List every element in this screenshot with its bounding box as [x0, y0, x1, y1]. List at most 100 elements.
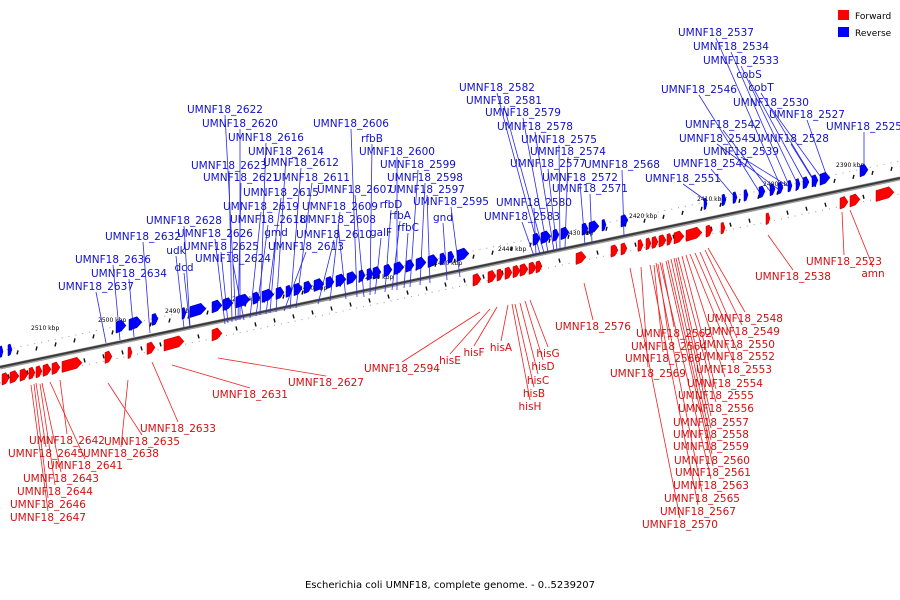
leader-line-umnf18-2631 [171, 364, 251, 389]
minor-mark [121, 350, 124, 355]
reverse-gene-arrow [787, 179, 793, 193]
gene-label-umnf18-2597: UMNF18_2597 [389, 184, 465, 196]
reverse-gene-arrow [415, 256, 427, 271]
tick-2490-kbp: 2490 kbp [165, 308, 193, 315]
minor-mark [16, 350, 19, 355]
leader-line-umnf18-2530 [770, 107, 821, 177]
leader-line-umnf18-2560 [667, 259, 713, 455]
gene-label-umnf18-2644: UMNF18_2644 [17, 486, 93, 498]
gene-label-cobs: cobS [736, 69, 762, 81]
reverse-gene-arrow [358, 269, 366, 283]
tick-2400-kbp: 2400 kbp [763, 181, 791, 188]
gene-label-rfbb: rfbB [361, 133, 383, 145]
reverse-gene-arrow [235, 293, 251, 309]
forward-gene-arrow [519, 263, 529, 277]
minor-mark [92, 334, 95, 339]
reverse-gene-arrow [115, 319, 127, 334]
gene-label-hisg: hisG [536, 348, 559, 360]
leader-line-umnf18-2533 [740, 65, 797, 182]
leader-line-umnf18-2622 [224, 114, 237, 322]
tick-2430-kbp: 2430 kbp [565, 230, 593, 237]
leader-line-umnf18-2538 [767, 234, 794, 271]
gene-label-umnf18-2623: UMNF18_2623 [191, 160, 267, 172]
leader-line-umnf18-2553 [689, 253, 735, 364]
leader-line-umnf18-2551 [682, 183, 705, 200]
forward-gene-arrow [839, 196, 849, 210]
leader-line-umnf18-2554 [685, 254, 726, 378]
gene-label-umnf18-2548: UMNF18_2548 [707, 313, 783, 325]
reverse-gene-arrow [372, 266, 382, 280]
forward-gene-arrow [35, 365, 43, 379]
reverse-gene-arrow [383, 263, 393, 278]
forward-gene-arrow [620, 242, 628, 256]
leader-line-umnf18-2580 [533, 207, 537, 256]
leader-line-umnf18-2608 [337, 224, 347, 300]
genome-caption: Escherichia coli UMNF18, complete genome… [305, 580, 595, 591]
gene-label-umnf18-2583: UMNF18_2583 [484, 211, 560, 223]
leader-line-hish [511, 303, 531, 401]
leader-line-hisd [524, 300, 544, 361]
leader-line-umnf18-2579 [522, 117, 549, 253]
minor-mark [482, 274, 485, 279]
reverse-gene-arrow [393, 261, 405, 276]
gene-label-umnf18-2637: UMNF18_2637 [58, 281, 134, 293]
leader-line-umnf18-2558 [673, 257, 712, 429]
reverse-gene-arrow [703, 197, 708, 211]
forward-gene-arrow [535, 260, 543, 274]
gene-label-umnf18-2575: UMNF18_2575 [521, 134, 597, 146]
leader-line-umnf18-2595 [450, 206, 461, 278]
gene-label-umnf18-2545: UMNF18_2545 [679, 133, 755, 145]
leader-line-umnf18-2527 [806, 119, 827, 175]
forward-gene-arrow [487, 270, 497, 284]
leader-line-umnf18-2641 [49, 381, 86, 460]
leader-line-umnf18-2555 [681, 255, 717, 390]
minor-mark [73, 338, 76, 343]
minor-mark [662, 214, 665, 219]
leader-line-rfbd [384, 209, 392, 293]
tick-2460-kbp: 2460 kbp [365, 274, 393, 281]
leader-line-umnf18-2645 [35, 382, 47, 448]
gene-label-cobt: cobT [748, 82, 774, 94]
gene-label-umnf18-2539: UMNF18_2539 [703, 146, 779, 158]
gene-label-umnf18-2534: UMNF18_2534 [693, 41, 769, 53]
leader-line-umnf18-2567 [649, 264, 699, 506]
reverse-gene-arrow [447, 250, 455, 264]
reverse-gene-arrow [325, 276, 335, 290]
leader-line-cobt [760, 92, 813, 178]
leader-line-umnf18-2619 [249, 211, 262, 319]
reverse-gene-arrow [285, 284, 293, 298]
minor-mark [292, 314, 295, 319]
gene-label-umnf18-2565: UMNF18_2565 [664, 493, 740, 505]
gene-label-umnf18-2578: UMNF18_2578 [497, 121, 573, 133]
leader-line-umnf18-2568 [621, 169, 625, 238]
forward-gene-arrow [163, 335, 185, 352]
minor-mark [425, 286, 428, 291]
leader-line-gmd [269, 237, 277, 314]
minor-mark [862, 194, 865, 199]
forward-gene-arrow [575, 251, 587, 265]
gene-label-rfba: rfbA [389, 210, 412, 222]
leader-line-umnf18-2627 [217, 357, 327, 377]
leader-line-umnf18-2623 [228, 170, 233, 323]
leader-line-umnf18-2633 [151, 361, 179, 423]
tick-2420-kbp: 2420 kbp [629, 213, 657, 220]
forward-gene-arrow [127, 346, 133, 359]
minor-mark [567, 234, 570, 239]
minor-mark [681, 210, 684, 215]
gene-label-umnf18-2608: UMNF18_2608 [300, 214, 376, 226]
leader-line-hisg [529, 299, 549, 348]
leader-line-rfbc [403, 232, 409, 289]
gene-label-umnf18-2560: UMNF18_2560 [674, 455, 750, 467]
leader-line-umnf18-2563 [659, 261, 712, 480]
gene-label-udk: udk [166, 245, 186, 257]
reverse-gene-arrow [405, 259, 415, 273]
minor-mark [491, 250, 494, 255]
gene-label-umnf18-2634: UMNF18_2634 [91, 268, 167, 280]
gene-label-umnf18-2556: UMNF18_2556 [678, 403, 754, 415]
legend-forward-swatch [838, 10, 849, 20]
gene-label-hisd: hisD [531, 361, 554, 373]
reverse-gene-arrow [366, 267, 374, 281]
leader-line-umnf18-2546 [698, 94, 761, 194]
tick-2510-kbp: 2510 kbp [31, 325, 59, 332]
reverse-gene-arrow [189, 302, 207, 318]
